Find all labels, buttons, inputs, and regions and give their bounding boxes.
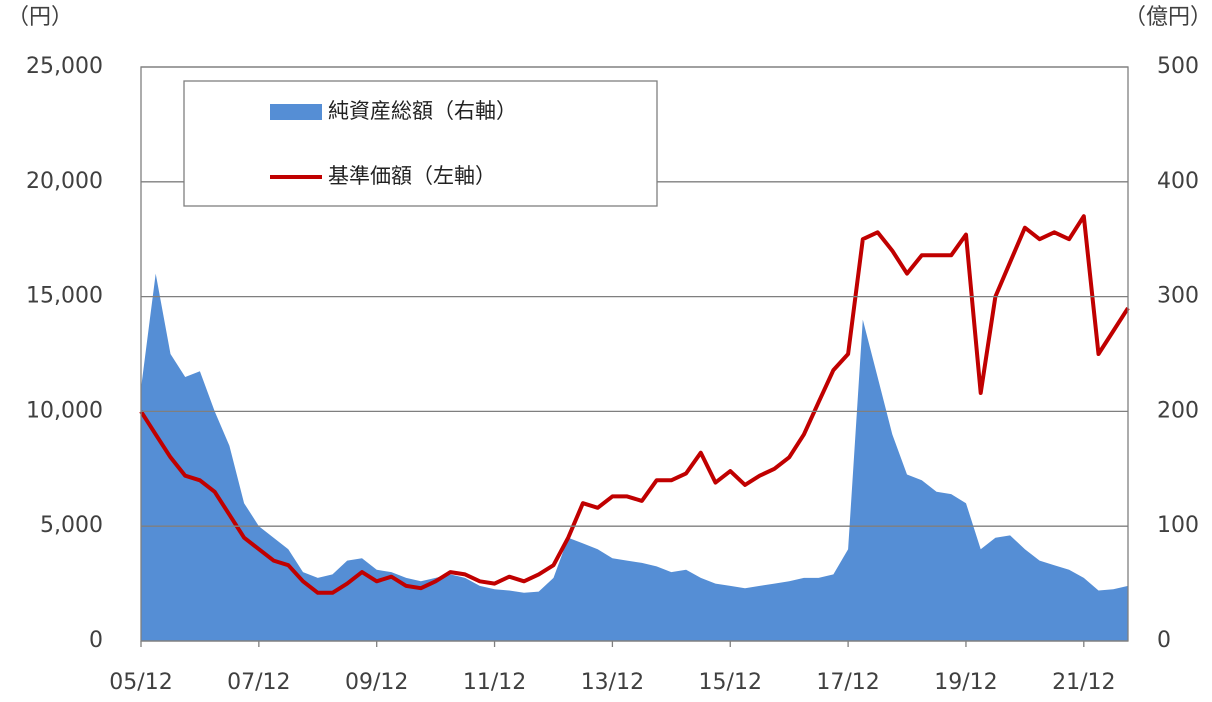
y2-tick-label: 300 (1157, 284, 1199, 309)
x-tick-label: 13/12 (581, 670, 644, 695)
y2-tick-label: 0 (1157, 628, 1171, 653)
y-tick-label: 15,000 (26, 284, 103, 309)
x-tick-label: 09/12 (345, 670, 408, 695)
x-tick-label: 11/12 (463, 670, 526, 695)
area (141, 273, 1128, 641)
line (139, 214, 1130, 595)
y-tick-label: 25,000 (26, 54, 103, 79)
legend-label: 基準価額（左軸） (328, 164, 496, 188)
y2-tick-label: 100 (1157, 513, 1199, 538)
x-tick-label: 17/12 (816, 670, 879, 695)
y2-tick-label: 200 (1157, 398, 1199, 423)
y2-tick-label: 400 (1157, 169, 1199, 194)
legend-label: 純資産総額（右軸） (328, 99, 517, 123)
y-tick-label: 5,000 (40, 513, 103, 538)
y2-tick-label: 500 (1157, 54, 1199, 79)
y-tick-label: 10,000 (26, 398, 103, 423)
y-tick-label: 0 (89, 628, 103, 653)
y-unit-label: （円） (7, 5, 73, 30)
legend-box (183, 80, 658, 207)
x-tick-label: 19/12 (934, 670, 997, 695)
plot-frame (140, 66, 1129, 642)
legend-swatch (270, 104, 322, 120)
x-tick-label: 05/12 (109, 670, 172, 695)
y2-unit-label: （億円） (1124, 5, 1212, 30)
x-tick-label: 15/12 (699, 670, 762, 695)
x-tick-label: 07/12 (227, 670, 290, 695)
y-tick-label: 20,000 (26, 169, 103, 194)
x-tick-label: 21/12 (1052, 670, 1115, 695)
legend: 純資産総額（右軸） 基準価額（左軸） (183, 80, 658, 207)
